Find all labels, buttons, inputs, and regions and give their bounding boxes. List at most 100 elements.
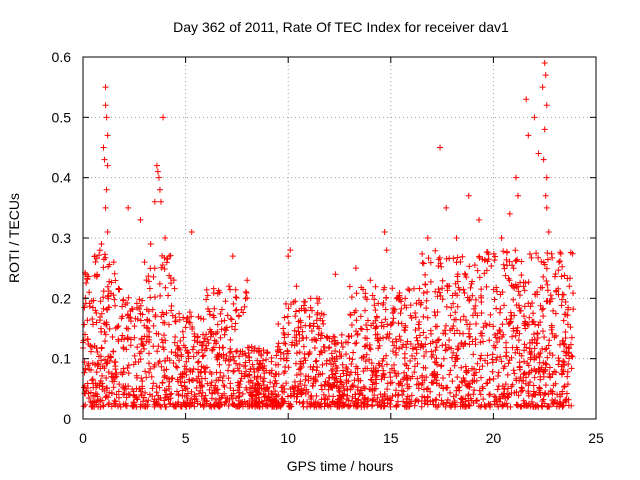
data-point (521, 347, 528, 354)
data-point (177, 378, 184, 385)
data-point (491, 331, 498, 338)
data-point (334, 396, 341, 403)
data-point (177, 337, 184, 344)
data-point (292, 360, 299, 367)
data-point (244, 295, 251, 302)
data-point (472, 369, 479, 376)
data-point (313, 317, 320, 324)
data-point (153, 383, 160, 390)
data-point (306, 349, 313, 356)
data-point (144, 325, 151, 332)
data-point (446, 255, 453, 262)
data-point (404, 338, 411, 345)
data-point (391, 361, 398, 368)
data-point (489, 351, 496, 358)
data-point (525, 382, 532, 389)
data-point (305, 351, 312, 358)
data-point (545, 228, 552, 235)
data-point (138, 336, 145, 343)
data-point (247, 377, 254, 384)
data-point (534, 288, 541, 295)
data-point (465, 192, 472, 199)
data-point (313, 393, 320, 400)
data-point (120, 344, 127, 351)
data-point (302, 307, 309, 314)
data-point (363, 296, 370, 303)
data-point (95, 403, 102, 410)
data-point (438, 397, 445, 404)
data-point (200, 331, 207, 338)
data-point (232, 320, 239, 327)
data-point (163, 259, 170, 266)
data-point (450, 349, 457, 356)
data-point (174, 346, 181, 353)
data-point (476, 366, 483, 373)
data-point (422, 281, 429, 288)
data-point (370, 320, 377, 327)
data-point (151, 198, 158, 205)
data-point (196, 378, 203, 385)
data-point (112, 371, 119, 378)
data-point (550, 400, 557, 407)
data-point (137, 302, 144, 309)
data-point (111, 296, 118, 303)
data-point (207, 326, 214, 333)
data-point (507, 309, 514, 316)
data-point (234, 403, 241, 410)
data-point (404, 385, 411, 392)
data-point (264, 350, 271, 357)
data-point (118, 315, 125, 322)
data-point (349, 398, 356, 405)
data-point (409, 352, 416, 359)
data-point (295, 383, 302, 390)
data-point (308, 327, 315, 334)
data-point (198, 363, 205, 370)
data-point (355, 377, 362, 384)
data-point (93, 309, 100, 316)
data-point (155, 174, 162, 181)
data-point (110, 292, 117, 299)
data-point (561, 348, 568, 355)
data-point (154, 348, 161, 355)
data-point (81, 321, 88, 328)
data-point (510, 367, 517, 374)
data-point (221, 317, 228, 324)
data-point (502, 272, 509, 279)
data-point (268, 358, 275, 365)
data-point (526, 250, 533, 257)
data-point (115, 336, 122, 343)
data-point (543, 361, 550, 368)
data-point (100, 294, 107, 301)
data-point (540, 369, 547, 376)
data-point (89, 316, 96, 323)
data-point (320, 311, 327, 318)
data-point (96, 380, 103, 387)
data-point (483, 322, 490, 329)
data-point (514, 346, 521, 353)
data-point (385, 335, 392, 342)
data-point (137, 310, 144, 317)
data-point (539, 345, 546, 352)
data-point (419, 372, 426, 379)
data-point (305, 373, 312, 380)
data-point (206, 308, 213, 315)
data-point (121, 390, 128, 397)
data-point (348, 333, 355, 340)
data-point (530, 388, 537, 395)
data-point (562, 352, 569, 359)
data-point (296, 366, 303, 373)
data-point (520, 313, 527, 320)
data-point (422, 365, 429, 372)
data-point (141, 345, 148, 352)
data-point (477, 391, 484, 398)
data-point (436, 289, 443, 296)
data-point (518, 272, 525, 279)
data-point (227, 286, 234, 293)
data-point (242, 359, 249, 366)
data-point (137, 317, 144, 324)
data-point (153, 330, 160, 337)
data-point (336, 349, 343, 356)
data-point (372, 325, 379, 332)
data-point (433, 355, 440, 362)
data-point (227, 348, 234, 355)
